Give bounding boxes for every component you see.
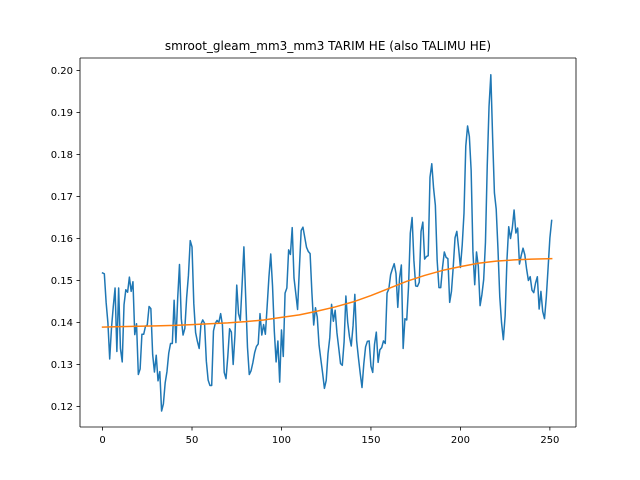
x-tick-label: 50 bbox=[186, 435, 199, 446]
y-tick-label: 0.19 bbox=[51, 108, 73, 119]
x-tick-label: 250 bbox=[540, 435, 559, 446]
x-tick-label: 200 bbox=[451, 435, 470, 446]
chart-title: smroot_gleam_mm3_mm3 TARIM HE (also TALI… bbox=[165, 39, 491, 53]
x-tick-label: 0 bbox=[99, 435, 105, 446]
y-tick-label: 0.14 bbox=[51, 318, 73, 329]
y-tick-label: 0.15 bbox=[51, 276, 73, 287]
x-tick-label: 100 bbox=[272, 435, 291, 446]
y-tick-label: 0.12 bbox=[51, 402, 73, 413]
series-layer bbox=[101, 74, 553, 412]
series-line-1 bbox=[101, 257, 553, 328]
y-tick-label: 0.18 bbox=[51, 150, 73, 161]
series-line-0 bbox=[101, 74, 553, 412]
x-tick-label: 150 bbox=[361, 435, 380, 446]
y-axis-ticks: 0.12 0.13 0.14 0.15 0.16 0.17 0.18 0.19 0.20 bbox=[51, 66, 80, 413]
plot-area bbox=[80, 58, 576, 427]
y-tick-label: 0.20 bbox=[51, 66, 73, 77]
y-tick-label: 0.17 bbox=[51, 192, 73, 203]
y-tick-label: 0.13 bbox=[51, 360, 73, 371]
x-axis-ticks: 0 50 100 150 200 250 bbox=[99, 427, 559, 446]
axes-frame bbox=[79, 57, 577, 428]
y-tick-label: 0.16 bbox=[51, 234, 73, 245]
